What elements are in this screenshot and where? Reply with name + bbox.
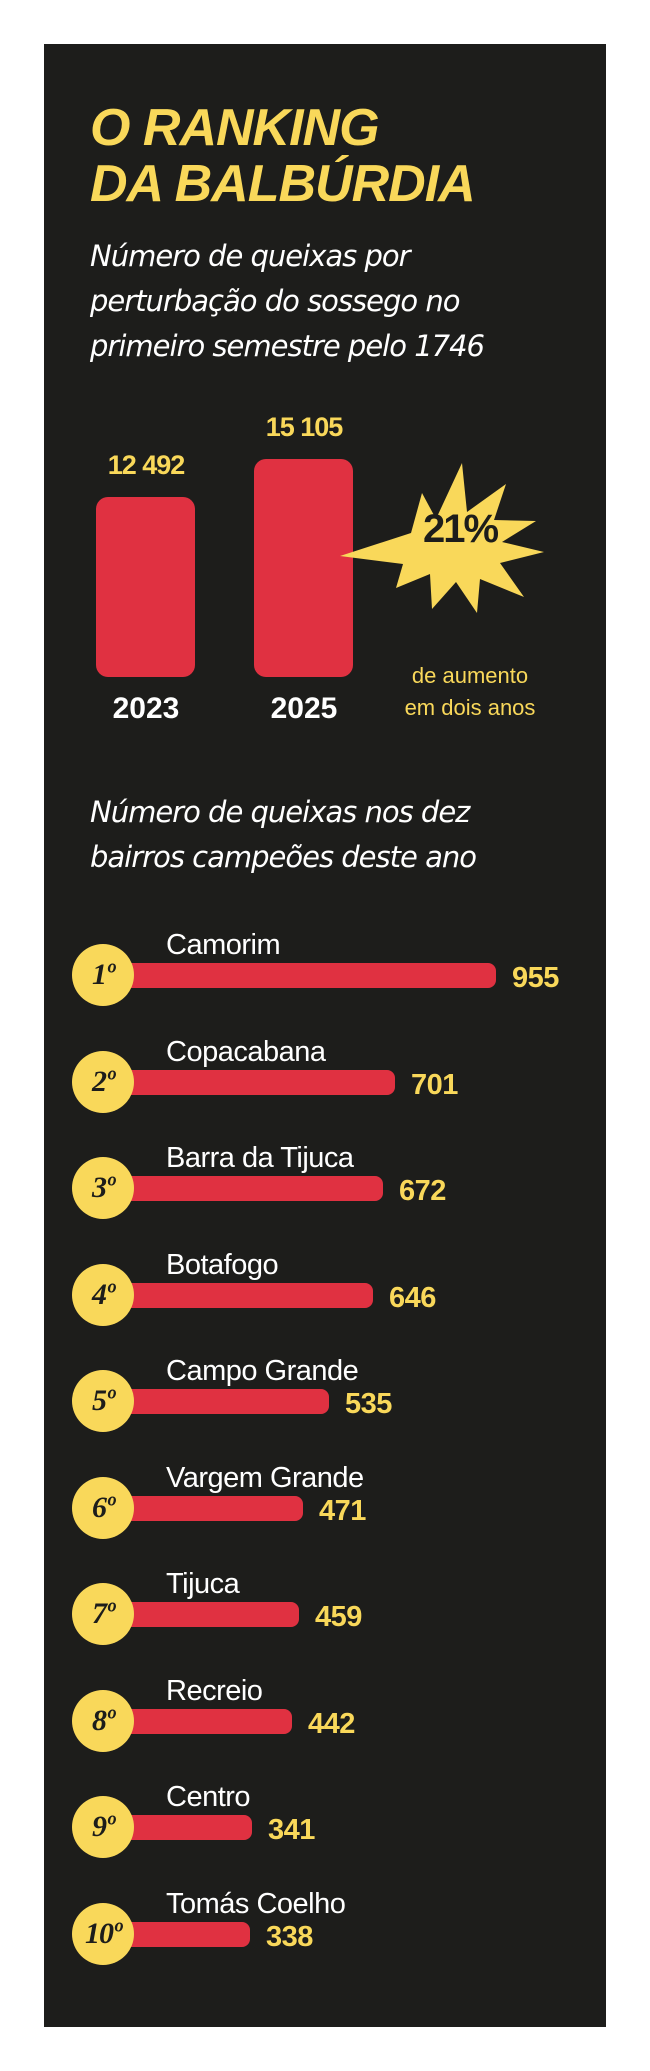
ranking-row: 4º Botafogo 646 [44,1243,606,1326]
subtitle-line-3: primeiro semestre pelo 1746 [90,329,485,363]
complaint-count: 471 [319,1495,366,1527]
yearly-chart-subtitle: Número de queixas por perturbação do sos… [90,234,560,369]
neighborhood-name: Campo Grande [166,1355,359,1387]
year-bar-2025 [254,459,353,677]
subtitle-line-2: perturbação do sossego no [90,284,460,318]
neighborhood-name: Tijuca [166,1568,240,1600]
ranking-bar [116,1496,303,1521]
neighborhood-name: Vargem Grande [166,1462,364,1494]
ranking-row: 8º Recreio 442 [44,1669,606,1752]
chart-title: O RANKING DA BALBÚRDIA [90,99,476,213]
rank-badge [72,1690,134,1752]
rank-badge [72,1903,134,1965]
ranking-row: 3º Barra da Tijuca 672 [44,1136,606,1219]
rank-number: 8º [92,1704,115,1737]
year-label: 2023 [112,692,180,725]
ranking-subtitle-line-1: Número de queixas nos dez [90,795,470,829]
title-line-1: O RANKING [90,99,380,157]
increase-caption: de aumento em dois anos [380,660,560,724]
ranking-bar [116,1389,329,1414]
neighborhood-name: Barra da Tijuca [166,1142,354,1174]
ranking-subtitle: Número de queixas nos dez bairros campeõ… [90,790,560,880]
ranking-bar [116,963,496,988]
complaint-count: 646 [389,1282,436,1314]
complaint-count: 535 [345,1388,392,1420]
rank-number: 5º [92,1384,115,1417]
rank-number: 2º [92,1065,115,1098]
increase-caption-line-1: de aumento [411,663,529,688]
increase-percent: 21% [422,507,499,551]
ranking-subtitle-line-2: bairros campeões deste ano [90,840,477,874]
ranking-row: 7º Tijuca 459 [44,1562,606,1645]
neighborhood-name: Centro [166,1781,251,1813]
complaint-count: 672 [399,1175,446,1207]
ranking-bar [116,1602,299,1627]
ranking-row: 10º Tomás Coelho 338 [44,1882,606,1965]
year-label: 2025 [270,692,338,725]
ranking-row: 9º Centro 341 [44,1775,606,1858]
rank-badge [72,1264,134,1326]
complaint-count: 338 [266,1921,313,1953]
subtitle-line-1: Número de queixas por [90,239,411,273]
year-value-label: 12 492 [107,450,186,480]
ranking-row: 5º Campo Grande 535 [44,1349,606,1432]
rank-number: 1º [92,958,115,991]
complaint-count: 442 [308,1708,355,1740]
rank-badge [72,1157,134,1219]
year-value-label: 15 105 [265,412,344,442]
rank-badge [72,1370,134,1432]
rank-badge [72,1051,134,1113]
rank-number: 9º [92,1810,115,1843]
rank-number: 6º [92,1491,115,1524]
rank-badge [72,1477,134,1539]
rank-badge [72,944,134,1006]
rank-number: 4º [92,1278,115,1311]
increase-caption-line-2: em dois anos [404,695,536,720]
starburst-icon [340,463,544,613]
year-bar-2023 [96,497,195,677]
rank-badge [72,1796,134,1858]
ranking-bar [116,1070,395,1095]
infographic-panel: O RANKING DA BALBÚRDIA Número de queixas… [44,44,606,2027]
neighborhood-name: Recreio [166,1675,263,1707]
increase-badge: 21% [340,463,544,613]
ranking-bar [116,1815,252,1840]
ranking-row: 6º Vargem Grande 471 [44,1456,606,1539]
rank-number: 7º [92,1597,115,1630]
complaint-count: 955 [512,962,559,994]
neighborhood-name: Tomás Coelho [166,1888,346,1920]
rank-number: 3º [92,1171,115,1204]
ranking-row: 2º Copacabana 701 [44,1030,606,1113]
neighborhood-name: Camorim [166,929,281,961]
neighborhood-name: Copacabana [166,1036,326,1068]
rank-number: 10º [85,1917,122,1950]
ranking-bar [116,1709,292,1734]
ranking-row: 1º Camorim 955 [44,923,606,1006]
complaint-count: 459 [315,1601,362,1633]
ranking-bar [116,1283,373,1308]
neighborhood-name: Botafogo [166,1249,279,1281]
rank-badge [72,1583,134,1645]
complaint-count: 701 [411,1069,458,1101]
ranking-bar [116,1922,250,1947]
ranking-bar [116,1176,383,1201]
complaint-count: 341 [268,1814,315,1846]
title-line-2: DA BALBÚRDIA [90,155,476,213]
